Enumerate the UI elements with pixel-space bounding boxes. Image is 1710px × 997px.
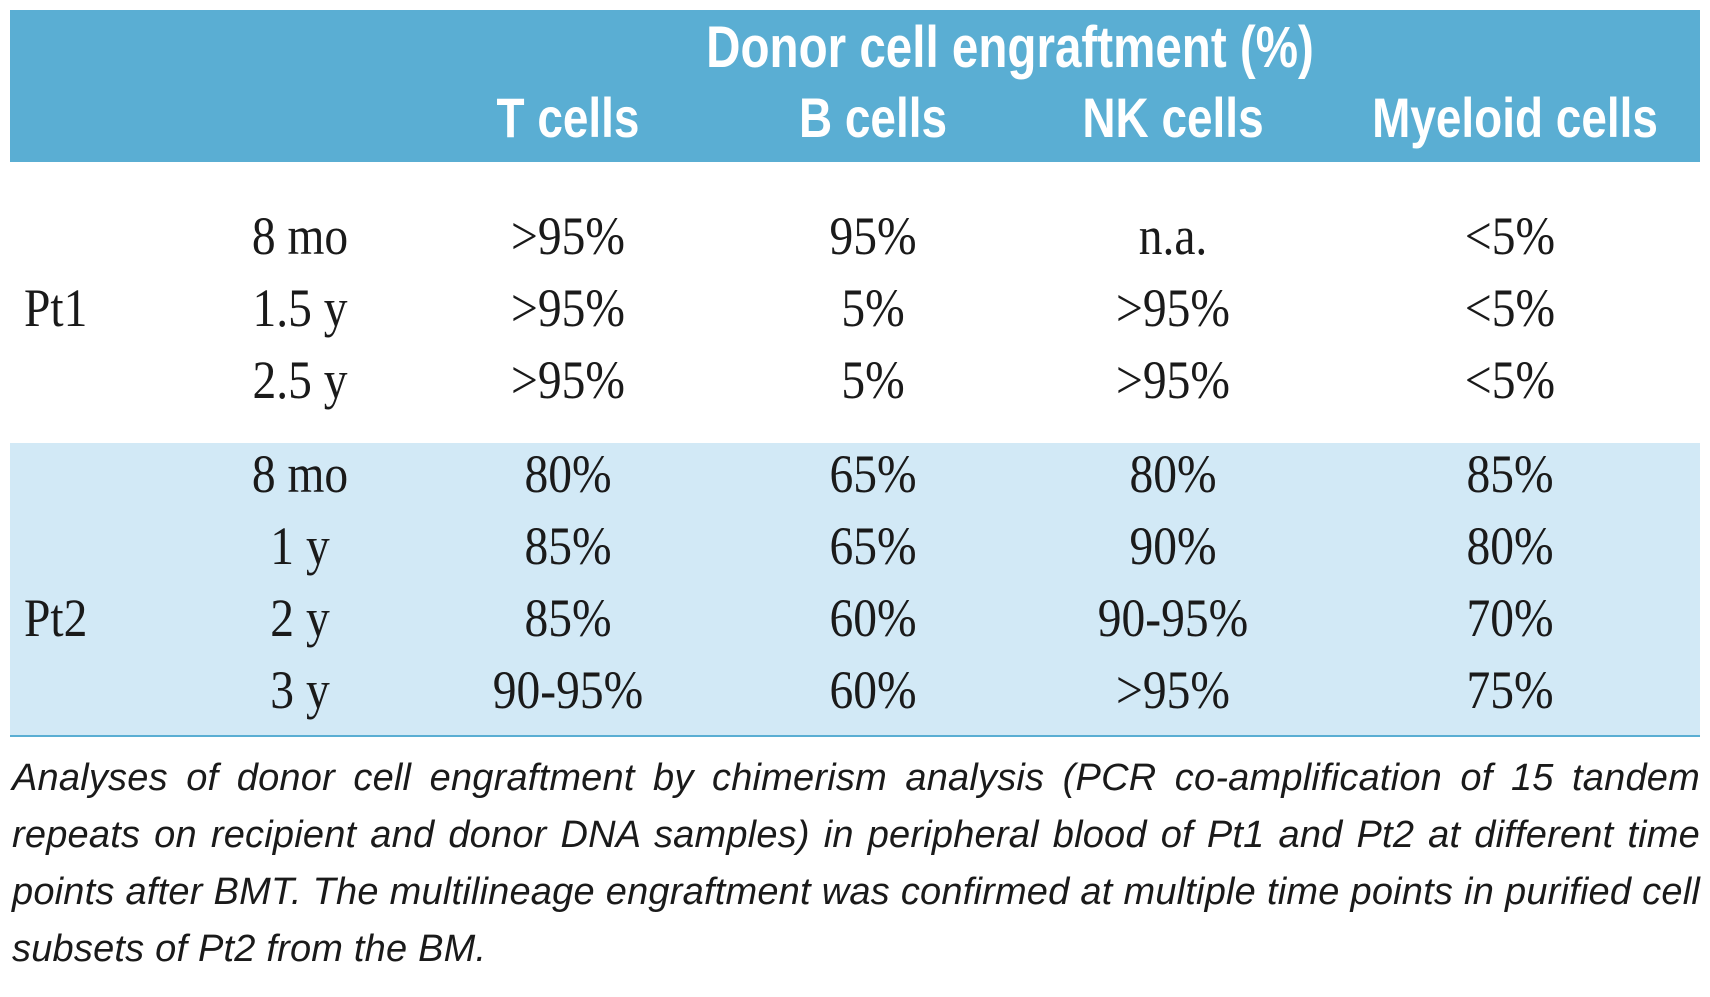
value-cell: 65% [829,444,917,504]
time-cell: 2.5 y [252,350,348,410]
value-cell: 95% [829,206,917,266]
pt2-row-band [10,443,1700,736]
col-header-nk-cells: NK cells [1082,86,1264,149]
value-cell: 90% [1129,516,1217,576]
time-cell: 8 mo [251,444,349,504]
patient-label-pt1: Pt1 [24,278,88,338]
time-cell: 3 y [270,660,330,720]
value-cell: 60% [829,588,917,648]
value-cell: 80% [1466,516,1554,576]
value-cell: <5% [1464,206,1556,266]
patient-label-pt2: Pt2 [24,588,88,648]
table-caption: Analyses of donor cell engraftment by ch… [12,757,1700,970]
value-cell: 90-95% [1097,588,1249,648]
table-bottom-rule [10,735,1700,737]
group-header-title: Donor cell engraftment (%) [706,15,1314,80]
time-cell: 8 mo [251,206,349,266]
value-cell: >95% [511,206,625,266]
value-cell: 5% [841,278,905,338]
col-header-t-cells: T cells [496,86,640,149]
col-header-myeloid-cells: Myeloid cells [1372,86,1658,149]
value-cell: >95% [1116,350,1230,410]
value-cell: >95% [511,278,625,338]
value-cell: 80% [524,444,612,504]
value-cell: >95% [1116,660,1230,720]
value-cell: 65% [829,516,917,576]
value-cell: >95% [511,350,625,410]
value-cell: 90-95% [492,660,644,720]
value-cell: 75% [1466,660,1554,720]
value-cell: n.a. [1138,206,1208,266]
value-cell: 85% [524,516,612,576]
value-cell: 60% [829,660,917,720]
value-cell: 85% [524,588,612,648]
time-cell: 1.5 y [252,278,348,338]
value-cell: 85% [1466,444,1554,504]
value-cell: 70% [1466,588,1554,648]
table-header [10,10,1700,162]
value-cell: <5% [1464,278,1556,338]
value-cell: <5% [1464,350,1556,410]
value-cell: 80% [1129,444,1217,504]
col-header-b-cells: B cells [798,86,948,149]
value-cell: >95% [1116,278,1230,338]
time-cell: 2 y [270,588,330,648]
value-cell: 5% [841,350,905,410]
time-cell: 1 y [270,516,330,576]
